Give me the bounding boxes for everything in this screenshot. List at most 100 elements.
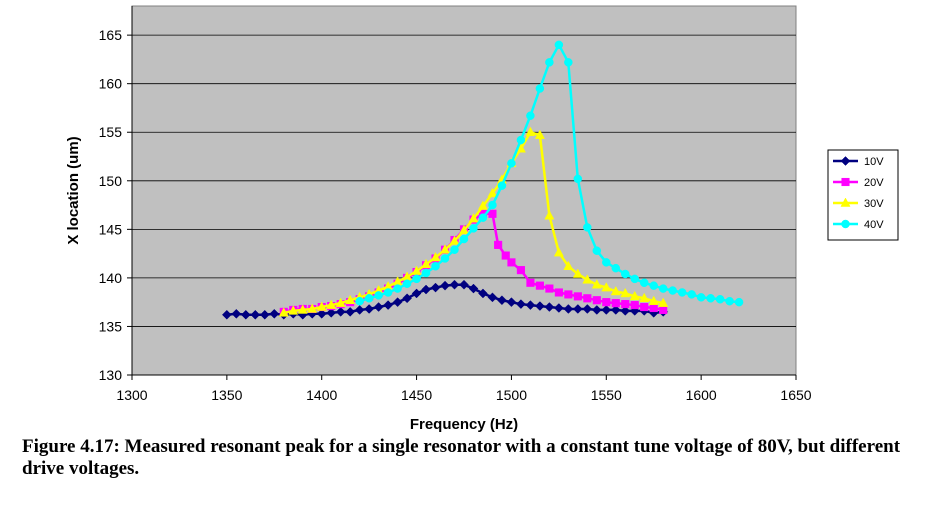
data-point [450,245,459,254]
data-point [554,40,564,50]
data-point [725,296,734,306]
data-point [345,307,356,317]
data-point [572,268,583,278]
data-point [601,305,612,315]
legend: 10V 20V 30V 40V [827,149,899,241]
data-point [611,263,621,273]
data-point [583,223,592,232]
data-point [459,279,469,290]
data-point [440,244,451,254]
data-point [421,258,432,269]
y-tick-label: 155 [99,124,123,140]
data-point [364,304,374,314]
y-tick-label: 150 [99,173,123,189]
data-point [402,293,412,304]
data-point [383,300,393,310]
data-point [421,268,431,278]
data-point [458,224,470,235]
data-point [602,298,611,307]
data-point [459,234,469,244]
data-point [706,294,715,303]
data-point [591,279,602,289]
data-point [478,288,488,299]
y-tick-label: 160 [99,76,123,92]
data-point [431,261,440,271]
data-point [449,279,460,290]
data-point [335,297,346,307]
data-point [250,309,261,320]
legend-label: 20V [864,177,884,189]
data-point [582,304,593,314]
figure-caption: Figure 4.17: Measured resonant peak for … [22,436,901,479]
data-point [639,292,650,303]
x-tick-label: 1600 [686,387,717,403]
data-point [231,308,242,319]
data-point [544,302,555,312]
data-point [278,307,289,317]
data-point [469,224,478,233]
data-point [355,296,364,306]
plot-area [131,5,797,376]
data-point [621,269,630,279]
data-point [411,288,422,299]
data-point [535,301,545,311]
data-point [468,283,479,294]
gridlines [131,5,797,376]
data-point [478,213,488,222]
data-point [316,308,327,319]
data-point [506,297,517,308]
data-point [734,297,744,307]
x-tick-label: 1550 [591,387,622,403]
data-point [630,274,639,284]
data-point [658,284,668,293]
data-point [659,305,668,314]
data-point [288,305,299,315]
data-point [440,254,450,263]
data-point [696,293,706,302]
data-point [477,200,488,210]
x-tick-label: 1500 [496,387,527,403]
legend-marker [841,177,850,187]
data-point [449,235,460,245]
data-point [545,284,554,293]
x-tick-label: 1400 [306,387,337,403]
data-point [335,307,346,317]
series-lines [222,40,744,320]
data-point [525,126,536,136]
data-point [525,300,536,310]
data-point [610,285,621,296]
data-point [430,282,441,293]
data-point [364,294,374,303]
data-point [602,258,611,267]
data-point [402,279,412,288]
legend-box [827,149,899,241]
data-point [497,181,507,190]
data-point [601,282,612,292]
data-point [639,278,649,287]
data-point [393,284,402,293]
legend-label: 10V [864,156,884,168]
data-point [592,296,601,305]
data-point [677,288,687,297]
legend-item: 30V [833,197,884,210]
data-point [564,290,573,299]
data-point [620,287,631,298]
legend-marker [841,219,850,229]
y-tick-label: 140 [99,270,123,286]
axes [127,6,797,380]
data-point [535,84,545,93]
data-point [269,308,280,319]
data-point [563,260,574,270]
data-point [649,303,658,313]
data-point [468,213,479,223]
data-point [630,301,639,310]
data-point [687,290,696,299]
data-point [259,309,270,320]
data-point [487,292,498,303]
x-tick-label: 1650 [780,387,811,403]
legend-marker [840,197,851,207]
data-point [326,307,337,318]
data-point [629,290,640,301]
data-point [620,306,631,316]
data-point [573,174,583,184]
